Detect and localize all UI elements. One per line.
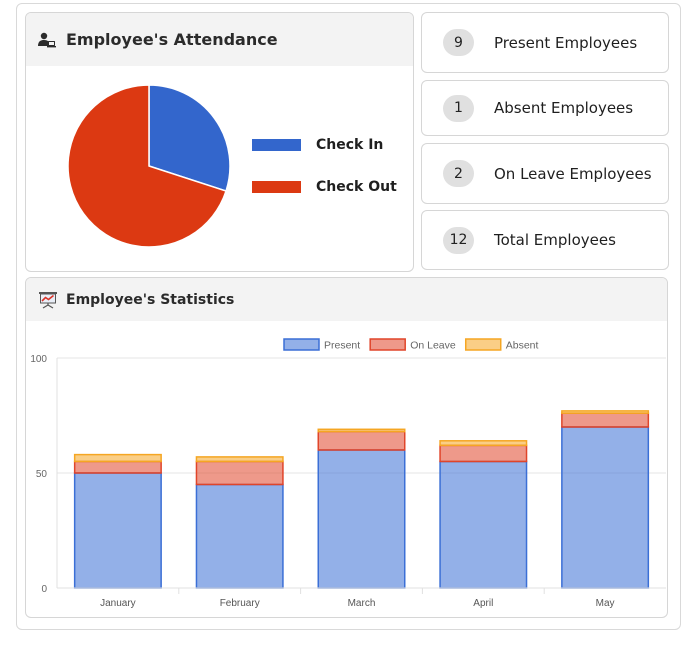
bar-absent-february[interactable] [195, 456, 284, 463]
legend-label-absent: Absent [506, 340, 539, 352]
legend-check-in: Check In [252, 137, 383, 153]
bar-absent-march[interactable] [317, 428, 406, 433]
attendance-title: Employee's Attendance [66, 30, 278, 49]
statistics-title: Employee's Statistics [66, 291, 235, 308]
on-leave-employees-card[interactable]: 2 On Leave Employees [421, 143, 669, 204]
bar-absent-january[interactable] [73, 453, 162, 463]
bar-absent-april[interactable] [439, 440, 528, 447]
bar-present-march[interactable] [317, 449, 406, 589]
presentation-chart-icon [39, 291, 57, 309]
on-leave-label: On Leave Employees [494, 164, 652, 183]
y-tick-label: 100 [30, 354, 47, 365]
bar-on-leave-may[interactable] [561, 412, 650, 428]
legend-swatch-absent[interactable] [464, 338, 502, 351]
x-tick-label-may: May [596, 598, 615, 609]
attendance-pie-chart [67, 84, 231, 248]
legend-label-check-in: Check In [316, 137, 384, 153]
statistics-bar-chart: 0 50 100 January February March April May Presen… [30, 338, 666, 609]
pie-slice-check-out[interactable] [67, 84, 227, 248]
x-tick-label-february: February [220, 598, 260, 609]
legend-swatch-present[interactable] [283, 338, 320, 351]
bar-present-february[interactable] [195, 483, 284, 589]
legend-label-present: Present [324, 340, 360, 352]
attendance-card-header: Employee's Attendance [26, 13, 413, 66]
legend-label-check-out: Check Out [316, 179, 397, 195]
y-tick-label: 50 [36, 469, 48, 480]
legend-label-on-leave: On Leave [410, 340, 456, 352]
present-employees-card[interactable]: 9 Present Employees [421, 12, 669, 73]
bar-on-leave-april[interactable] [439, 444, 528, 463]
x-tick-label-march: March [348, 598, 376, 609]
bar-on-leave-march[interactable] [317, 430, 406, 451]
absent-label: Absent Employees [494, 99, 634, 117]
on-leave-count-badge: 2 [443, 160, 474, 187]
legend-swatch-on-leave[interactable] [369, 338, 406, 351]
bar-absent-may[interactable] [561, 410, 650, 414]
bar-present-may[interactable] [561, 426, 650, 589]
pie-slice-check-in[interactable] [148, 84, 231, 192]
bar-on-leave-january[interactable] [73, 460, 162, 474]
bar-present-january[interactable] [73, 472, 162, 589]
legend-swatch-check-in [252, 139, 301, 151]
total-employees-card[interactable]: 12 Total Employees [421, 210, 669, 270]
x-tick-label-april: April [473, 598, 493, 609]
y-tick-label: 0 [41, 584, 47, 595]
absent-count-badge: 1 [443, 94, 474, 122]
user-laptop-icon [38, 32, 56, 47]
bar-on-leave-february[interactable] [195, 460, 284, 486]
legend-swatch-check-out [252, 181, 301, 193]
present-label: Present Employees [494, 33, 638, 52]
total-label: Total Employees [494, 231, 616, 249]
x-tick-label-january: January [100, 598, 136, 609]
statistics-card-header: Employee's Statistics [26, 278, 667, 321]
attendance-card: Employee's Attendance Check In Check Out [25, 12, 414, 272]
legend-check-out: Check Out [252, 179, 397, 195]
bar-present-april[interactable] [439, 460, 528, 589]
absent-employees-card[interactable]: 1 Absent Employees [421, 80, 669, 136]
total-count-badge: 12 [443, 226, 474, 254]
present-count-badge: 9 [443, 29, 474, 56]
